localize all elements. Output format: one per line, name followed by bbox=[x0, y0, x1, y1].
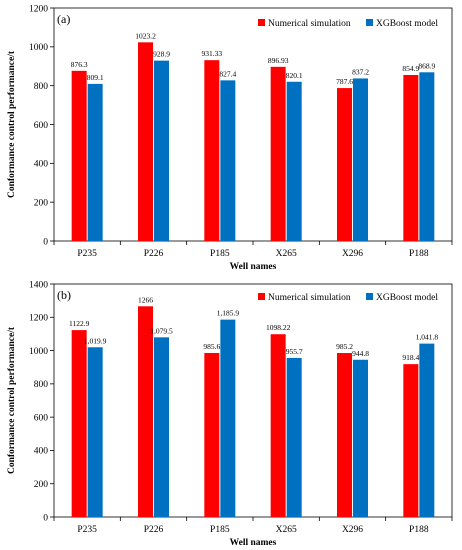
data-label: 985.6 bbox=[203, 342, 220, 351]
bar-xgboost bbox=[286, 357, 302, 517]
bar-numerical bbox=[138, 42, 153, 241]
chart-panel-b: 0 200 400 600 800 1000 1200 1400 1122.9 1,019.9 P2… bbox=[7, 280, 453, 548]
data-label: 918.4 bbox=[402, 353, 419, 362]
y-tick-label: 400 bbox=[34, 447, 49, 457]
bar-xgboost bbox=[154, 60, 169, 242]
x-tick-label: P235 bbox=[77, 249, 97, 259]
y-tick-label: 1000 bbox=[29, 43, 48, 53]
bar-xgboost bbox=[353, 78, 368, 241]
data-label: 931.33 bbox=[202, 49, 223, 58]
data-label: 820.1 bbox=[286, 71, 303, 80]
bar-numerical bbox=[337, 88, 352, 241]
y-tick-label: 200 bbox=[34, 198, 49, 208]
y-tick-label: 600 bbox=[34, 121, 49, 131]
bar-numerical bbox=[403, 75, 419, 241]
x-tick-label: X265 bbox=[276, 249, 297, 259]
bar-xgboost bbox=[220, 80, 236, 241]
bar-xgboost bbox=[220, 319, 236, 517]
data-label: 1,041.8 bbox=[416, 333, 439, 342]
data-label: 854.9 bbox=[402, 64, 419, 73]
data-label: 876.3 bbox=[71, 60, 88, 69]
bar-numerical bbox=[204, 352, 220, 517]
panel-label: (a) bbox=[57, 12, 70, 26]
bar-xgboost bbox=[353, 359, 368, 517]
data-label: 1023.2 bbox=[135, 31, 156, 40]
y-tick-label: 800 bbox=[34, 380, 49, 390]
x-axis-title: Well names bbox=[230, 262, 277, 272]
bar-xgboost bbox=[87, 83, 103, 241]
plot-frame bbox=[53, 283, 453, 518]
y-axis-title: Conformance control performance/t bbox=[7, 50, 17, 198]
data-label: 1,079.5 bbox=[150, 326, 173, 335]
bar-xgboost bbox=[419, 72, 435, 242]
x-tick-label: P185 bbox=[210, 249, 230, 259]
legend-swatch bbox=[258, 19, 265, 26]
data-label: 787.6 bbox=[336, 77, 353, 86]
data-label: 809.1 bbox=[87, 73, 104, 82]
y-tick-label: 400 bbox=[34, 160, 49, 170]
x-tick-label: P185 bbox=[210, 525, 230, 535]
y-axis-title: Conformance control performance/t bbox=[7, 326, 17, 474]
x-tick-label: X265 bbox=[276, 525, 297, 535]
legend-swatch bbox=[366, 19, 373, 26]
bar-numerical bbox=[270, 334, 286, 517]
bar-numerical bbox=[71, 70, 87, 242]
y-tick-label: 600 bbox=[34, 413, 49, 423]
data-label: 1,019.9 bbox=[84, 336, 107, 345]
data-label: 827.4 bbox=[219, 69, 236, 78]
y-tick-label: 1200 bbox=[29, 4, 48, 14]
x-tick-label: P235 bbox=[77, 525, 97, 535]
bar-xgboost bbox=[419, 343, 435, 517]
bar-numerical bbox=[337, 353, 352, 517]
y-tick-label: 0 bbox=[43, 513, 48, 523]
data-label: 985.2 bbox=[336, 342, 353, 351]
legend-label: Numerical simulation bbox=[268, 19, 351, 29]
x-tick-label: P226 bbox=[144, 525, 164, 535]
bar-numerical bbox=[204, 60, 220, 241]
x-tick-label: P226 bbox=[144, 249, 164, 259]
x-tick-label: P188 bbox=[409, 525, 429, 535]
bar-xgboost bbox=[87, 347, 103, 517]
bar-xgboost bbox=[286, 81, 302, 241]
x-tick-label: X296 bbox=[342, 525, 363, 535]
legend-label: Numerical simulation bbox=[268, 293, 351, 303]
legend-swatch bbox=[258, 293, 265, 300]
data-label: 1,185.9 bbox=[217, 309, 240, 318]
x-axis-title: Well names bbox=[230, 538, 277, 548]
data-label: 837.2 bbox=[352, 67, 369, 76]
bar-numerical bbox=[270, 66, 286, 241]
y-tick-label: 200 bbox=[34, 480, 49, 490]
legend-swatch bbox=[366, 293, 373, 300]
data-label: 1266 bbox=[138, 295, 153, 304]
bar-numerical bbox=[138, 306, 153, 517]
y-tick-label: 1200 bbox=[29, 314, 48, 324]
chart-panel-a: 0 200 400 600 800 1000 1200 876.3 809.1 P235 1023.… bbox=[7, 4, 453, 272]
y-tick-label: 1400 bbox=[29, 280, 48, 290]
bar-numerical bbox=[403, 364, 419, 517]
data-label: 944.8 bbox=[352, 349, 369, 358]
y-tick-label: 0 bbox=[43, 237, 48, 247]
data-label: 896.93 bbox=[268, 56, 289, 65]
data-label: 955.7 bbox=[286, 347, 303, 356]
data-label: 1098.22 bbox=[266, 323, 291, 332]
data-label: 1122.9 bbox=[69, 319, 90, 328]
y-tick-label: 1000 bbox=[29, 347, 48, 357]
data-label: 868.9 bbox=[418, 61, 435, 70]
x-tick-label: X296 bbox=[342, 249, 363, 259]
legend-label: XGBoost model bbox=[376, 19, 438, 29]
y-tick-label: 800 bbox=[34, 82, 49, 92]
panel-label: (b) bbox=[57, 288, 71, 302]
plot-frame bbox=[53, 7, 453, 242]
bar-numerical bbox=[71, 330, 87, 517]
legend-label: XGBoost model bbox=[376, 293, 438, 303]
bar-xgboost bbox=[154, 337, 169, 517]
x-tick-label: P188 bbox=[409, 249, 429, 259]
data-label: 928.9 bbox=[153, 50, 170, 59]
